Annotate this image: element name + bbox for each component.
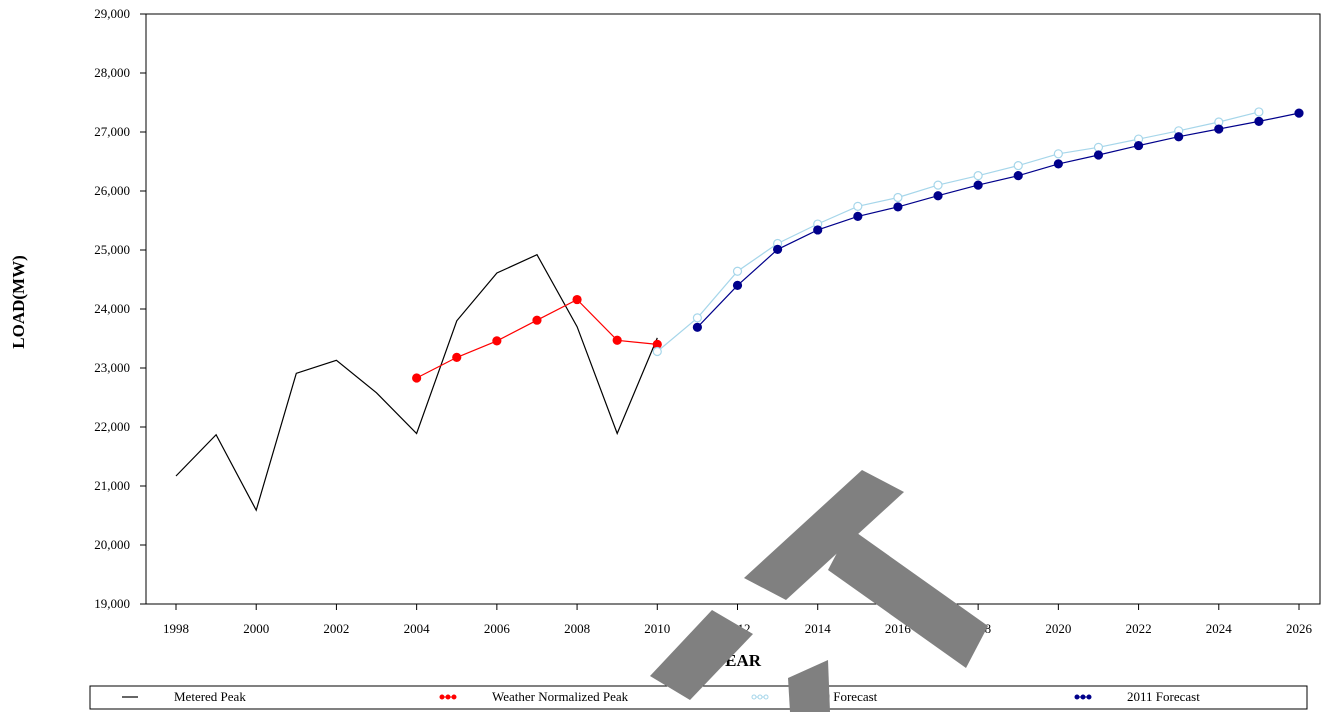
y-tick-label: 23,000 xyxy=(94,360,130,375)
data-point xyxy=(973,171,983,181)
legend-marker xyxy=(763,694,769,700)
y-tick-label: 20,000 xyxy=(94,537,130,552)
y-tick-label: 28,000 xyxy=(94,65,130,80)
y-tick-label: 27,000 xyxy=(94,124,130,139)
legend-label: Weather Normalized Peak xyxy=(492,689,629,704)
y-tick-label: 21,000 xyxy=(94,478,130,493)
legend-marker xyxy=(757,694,763,700)
data-point xyxy=(412,373,422,383)
y-tick-label: 26,000 xyxy=(94,183,130,198)
data-point xyxy=(933,180,943,190)
data-point xyxy=(1013,171,1023,181)
data-point xyxy=(652,346,662,357)
data-point xyxy=(732,266,743,276)
data-point xyxy=(773,244,783,255)
series-1 xyxy=(175,253,658,512)
data-point xyxy=(1093,142,1104,152)
x-tick-label: 2022 xyxy=(1126,621,1152,636)
y-axis-title: LOAD(MW) xyxy=(9,255,28,348)
y-tick-label: 22,000 xyxy=(94,419,130,434)
legend-marker xyxy=(1080,694,1086,700)
data-point xyxy=(1254,107,1264,117)
watermark-logo xyxy=(650,470,988,712)
y-tick-label: 24,000 xyxy=(94,301,130,316)
data-point xyxy=(853,201,863,211)
data-point xyxy=(452,352,462,362)
legend-item: 2011 Forecast xyxy=(1074,689,1200,704)
legend-marker xyxy=(751,694,757,700)
legend-label: Metered Peak xyxy=(174,689,246,704)
x-tick-label: 2008 xyxy=(564,621,590,636)
data-point xyxy=(532,315,542,325)
legend-item: Metered Peak xyxy=(122,689,246,704)
x-tick-label: 1998 xyxy=(163,621,189,636)
legend-label: 2011 Forecast xyxy=(1127,689,1200,704)
series-2 xyxy=(412,294,662,383)
legend-marker xyxy=(1074,694,1080,700)
legend-marker xyxy=(451,694,457,700)
x-tick-label: 2014 xyxy=(805,621,832,636)
series-line xyxy=(175,253,658,512)
x-tick-label: 2026 xyxy=(1286,621,1313,636)
legend-marker xyxy=(445,694,451,700)
data-point xyxy=(492,336,502,346)
data-point xyxy=(893,202,903,212)
data-point xyxy=(893,192,903,203)
data-point xyxy=(1294,108,1304,118)
legend-item: Weather Normalized Peak xyxy=(439,689,629,704)
data-point xyxy=(1093,150,1104,160)
data-point xyxy=(692,313,702,323)
series-line xyxy=(696,112,1300,328)
data-point xyxy=(1133,140,1144,151)
data-point xyxy=(1013,161,1023,171)
legend-marker xyxy=(1086,694,1092,700)
x-tick-label: 2006 xyxy=(484,621,511,636)
legend: Metered Peak Weather Normalized Peak 2010 … xyxy=(89,685,1308,710)
series-3 xyxy=(652,107,1264,357)
x-tick-label: 2024 xyxy=(1206,621,1233,636)
data-point xyxy=(1053,149,1063,159)
y-tick-label: 29,000 xyxy=(94,6,130,21)
data-point xyxy=(692,322,702,332)
y-tick-label: 19,000 xyxy=(94,596,130,611)
data-point xyxy=(1174,132,1184,142)
x-tick-label: 2016 xyxy=(885,621,912,636)
x-tick-label: 2000 xyxy=(243,621,269,636)
data-point xyxy=(1053,159,1063,169)
data-point xyxy=(933,191,943,201)
data-point xyxy=(1254,116,1264,126)
series-line xyxy=(656,111,1260,352)
x-tick-label: 2010 xyxy=(644,621,670,636)
y-tick-label: 25,000 xyxy=(94,242,130,257)
data-point xyxy=(572,294,582,305)
data-point xyxy=(813,225,823,235)
x-tick-label: 2004 xyxy=(404,621,431,636)
legend-marker xyxy=(439,694,445,700)
axes xyxy=(145,13,1321,605)
data-point xyxy=(612,335,622,345)
data-point xyxy=(853,211,863,221)
x-tick-label: 2002 xyxy=(323,621,349,636)
data-point xyxy=(973,180,983,190)
plot-frame xyxy=(145,13,1321,605)
x-tick-label: 2020 xyxy=(1045,621,1071,636)
data-point xyxy=(1214,124,1224,134)
series-layer xyxy=(175,107,1304,512)
series-4 xyxy=(692,108,1304,332)
data-point xyxy=(732,280,743,290)
